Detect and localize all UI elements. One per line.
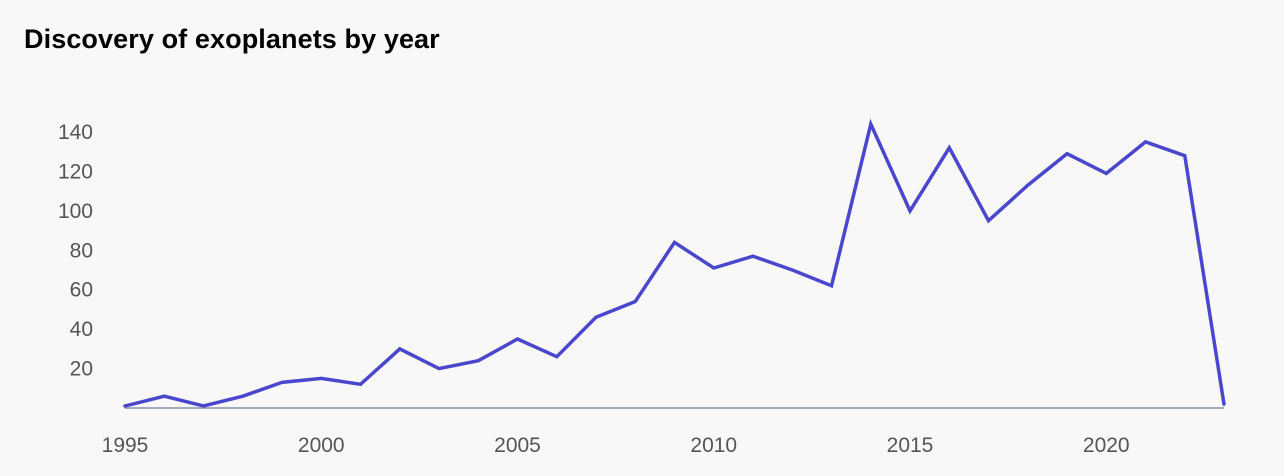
data-point <box>476 359 480 363</box>
data-point <box>359 382 363 386</box>
data-point <box>1065 152 1069 156</box>
data-point <box>673 240 677 244</box>
data-point <box>1104 171 1108 175</box>
data-point <box>594 315 598 319</box>
data-point <box>830 284 834 288</box>
data-point <box>398 347 402 351</box>
y-tick-label: 120 <box>58 160 93 183</box>
y-tick-label: 40 <box>70 318 93 341</box>
x-tick-label: 2010 <box>690 434 737 457</box>
data-point <box>162 394 166 398</box>
data-point <box>319 376 323 380</box>
chart-title: Discovery of exoplanets by year <box>24 24 440 54</box>
x-tick-label: 2015 <box>887 434 934 457</box>
y-tick-label: 80 <box>70 239 93 262</box>
y-tick-labels: 20 40 60 80 100 120 140 <box>58 121 93 381</box>
data-point <box>1026 183 1030 187</box>
x-tick-label: 1995 <box>102 434 149 457</box>
data-point <box>790 268 794 272</box>
data-point <box>516 337 520 341</box>
data-point <box>241 394 245 398</box>
data-point <box>1144 140 1148 144</box>
data-point <box>869 122 873 126</box>
data-point <box>751 254 755 258</box>
data-point <box>712 266 716 270</box>
data-point <box>1183 154 1187 158</box>
data-point <box>987 219 991 223</box>
data-point <box>555 355 559 359</box>
x-tick-labels: 1995 2000 2005 2010 2015 2020 <box>102 434 1130 457</box>
series-line <box>123 118 1226 408</box>
x-tick-label: 2005 <box>494 434 541 457</box>
x-tick-label: 2000 <box>298 434 345 457</box>
data-points <box>123 122 1226 408</box>
y-tick-label: 20 <box>70 358 93 381</box>
data-point <box>437 367 441 371</box>
data-point <box>908 209 912 213</box>
data-point <box>1222 402 1226 406</box>
data-point <box>202 404 206 408</box>
y-tick-label: 100 <box>58 200 93 223</box>
y-tick-label: 60 <box>70 279 93 302</box>
data-point <box>123 404 127 408</box>
data-point <box>947 146 951 150</box>
y-tick-label: 140 <box>58 121 93 144</box>
data-point <box>633 300 637 304</box>
x-tick-label: 2020 <box>1083 434 1130 457</box>
data-point <box>280 380 284 384</box>
